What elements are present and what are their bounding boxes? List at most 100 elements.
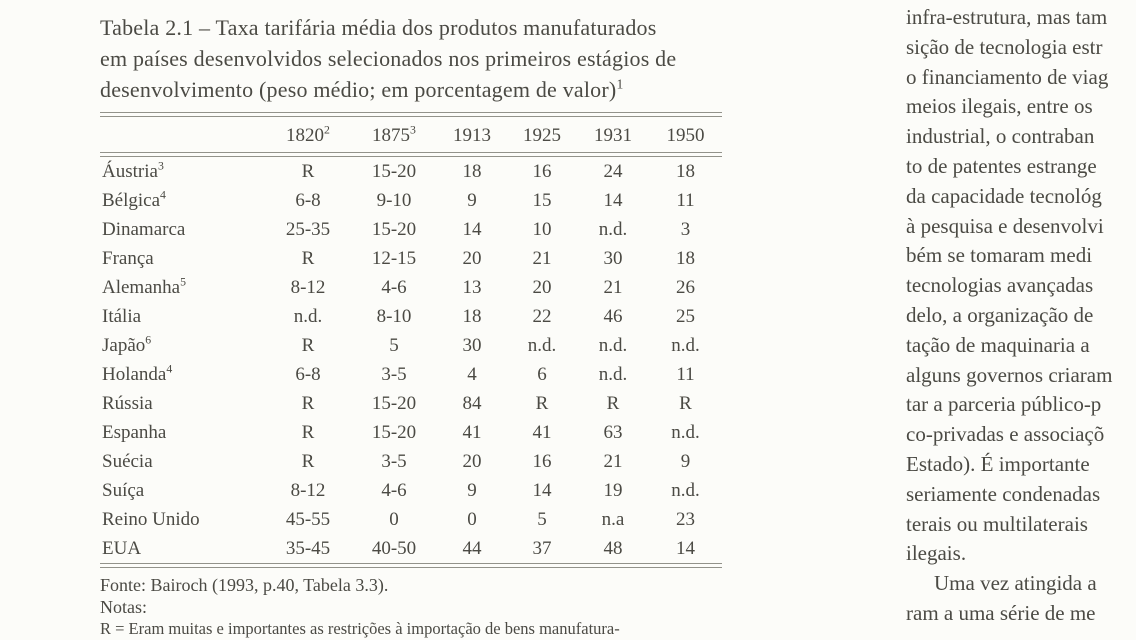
value-cell: 11 xyxy=(649,364,722,386)
value-cell-text: 5 xyxy=(537,508,547,530)
value-cell: 18 xyxy=(649,248,722,270)
value-cell: 25-35 xyxy=(265,219,351,241)
tariff-table: 18202 18753 1913 1925 1931 1950 Áustria3 R 15-2… xyxy=(100,112,722,568)
value-cell: 3 xyxy=(649,219,722,241)
value-cell-text: n.a xyxy=(601,508,625,530)
table-body-slot: Áustria3 R 15-20 18 16 24 18 Bélgica4 6-8 9-10 9 15… xyxy=(100,157,722,563)
value-cell: 25 xyxy=(649,306,722,328)
value-cell: 24 xyxy=(577,161,649,183)
note-r-line1: R = Eram muitas e importantes as restriç… xyxy=(100,619,620,638)
value-cell-text: 21 xyxy=(603,450,623,472)
value-cell: 41 xyxy=(507,422,577,444)
value-cell-text: 21 xyxy=(532,247,552,269)
value-cell-text: 25-35 xyxy=(285,218,331,240)
value-cell: 37 xyxy=(507,538,577,560)
value-cell-text: 4-6 xyxy=(381,479,407,501)
country-cell-text: Bélgica xyxy=(102,189,161,211)
country-cell-text: EUA xyxy=(102,537,142,559)
value-cell-text: 8-10 xyxy=(376,305,412,327)
value-cell-text: 37 xyxy=(532,537,552,559)
value-cell-text: 26 xyxy=(676,276,695,298)
value-cell-text: 25 xyxy=(676,305,695,327)
footnote-marker: 4 xyxy=(160,188,166,202)
value-cell: n.d. xyxy=(577,219,649,241)
value-cell: 8-10 xyxy=(351,306,437,328)
value-cell-text: 48 xyxy=(603,537,623,559)
table-row: Áustria3 R 15-20 18 16 24 18 xyxy=(100,157,722,186)
value-cell: R xyxy=(577,393,649,415)
text-line: delo, a organização de xyxy=(906,302,1094,327)
value-cell: 9 xyxy=(437,480,507,502)
value-cell: R xyxy=(265,335,351,357)
value-cell: 20 xyxy=(507,277,577,299)
table-rule-bottom xyxy=(100,563,722,568)
value-cell-text: 18 xyxy=(676,160,695,182)
value-cell: n.d. xyxy=(265,306,351,328)
value-cell: 23 xyxy=(649,509,722,531)
value-cell-text: 6-8 xyxy=(295,189,321,211)
caption-line-1: Tabela 2.1 – Taxa tarifária média dos pr… xyxy=(100,15,657,40)
value-cell: R xyxy=(649,393,722,415)
value-cell: 14 xyxy=(577,190,649,212)
country-cell-text: Reino Unido xyxy=(102,508,200,530)
value-cell-text: n.d. xyxy=(671,421,700,443)
year-column-header-text: 1875 xyxy=(372,124,411,146)
value-cell-text: 16 xyxy=(532,450,552,472)
value-cell: 19 xyxy=(577,480,649,502)
text-line: ilegais. xyxy=(906,541,967,566)
value-cell-text: 40-50 xyxy=(371,537,417,559)
value-cell: 15-20 xyxy=(351,161,437,183)
value-cell-text: 9 xyxy=(680,450,691,472)
footnote-marker: 6 xyxy=(145,333,152,347)
caption-line-3-text: desenvolvimento (peso médio; em porcenta… xyxy=(100,77,617,102)
value-cell: 21 xyxy=(507,248,577,270)
value-cell-text: 3-5 xyxy=(381,363,407,385)
value-cell: 21 xyxy=(577,277,649,299)
text-line: industrial, o contraban xyxy=(906,124,1095,149)
value-cell-text: R xyxy=(301,160,315,182)
value-cell-text: R xyxy=(535,392,549,414)
value-cell: 20 xyxy=(437,248,507,270)
caption-line-2: em países desenvolvidos selecionados nos… xyxy=(100,46,677,71)
value-cell: R xyxy=(265,393,351,415)
value-cell-text: 5 xyxy=(389,334,399,356)
table-row: EUA 35-45 40-50 44 37 48 14 xyxy=(100,534,722,563)
value-cell-text: 4-6 xyxy=(381,276,407,298)
country-cell: Reino Unido xyxy=(100,509,265,531)
value-cell-text: 14 xyxy=(603,189,623,211)
year-column-header-text: 1931 xyxy=(594,124,632,146)
value-cell: 40-50 xyxy=(351,538,437,560)
table-footnotes: Fonte: Bairoch (1993, p.40, Tabela 3.3).… xyxy=(100,574,728,640)
country-cell-text: Suécia xyxy=(102,450,153,472)
table-row: Bélgica4 6-8 9-10 9 15 14 11 xyxy=(100,186,722,215)
footnote-marker: 2 xyxy=(324,123,330,137)
value-cell: 4-6 xyxy=(351,277,437,299)
value-cell: 3-5 xyxy=(351,451,437,473)
country-cell-text: Espanha xyxy=(102,421,167,443)
value-cell: 18 xyxy=(649,161,722,183)
value-cell: 18 xyxy=(437,306,507,328)
text-line: co-privadas e associaçõ xyxy=(906,422,1105,447)
value-cell: 3-5 xyxy=(351,364,437,386)
year-column-header-text: 1950 xyxy=(666,124,705,146)
value-cell-text: 9 xyxy=(467,479,477,501)
value-cell-text: 8-12 xyxy=(290,479,326,501)
value-cell-text: 63 xyxy=(603,421,623,443)
text-line: terais ou multilaterais xyxy=(906,511,1088,536)
value-cell: 9-10 xyxy=(351,190,437,212)
table-row: Holanda4 6-8 3-5 4 6 n.d. 11 xyxy=(100,360,722,389)
table-row: Alemanha5 8-12 4-6 13 20 21 26 xyxy=(100,273,722,302)
value-cell: 9 xyxy=(649,451,722,473)
year-column-header-text: 1925 xyxy=(523,124,561,146)
country-cell: Suécia xyxy=(100,451,265,473)
value-cell: 10 xyxy=(507,219,577,241)
value-cell: 15-20 xyxy=(351,219,437,241)
footnote-marker: 4 xyxy=(166,362,173,376)
table-row: Itália n.d. 8-10 18 22 46 25 xyxy=(100,302,722,331)
table-rule-mid xyxy=(100,152,722,157)
value-cell-text: R xyxy=(606,392,620,414)
value-cell-text: 18 xyxy=(676,247,695,269)
value-cell: 15 xyxy=(507,190,577,212)
value-cell: n.d. xyxy=(507,335,577,357)
